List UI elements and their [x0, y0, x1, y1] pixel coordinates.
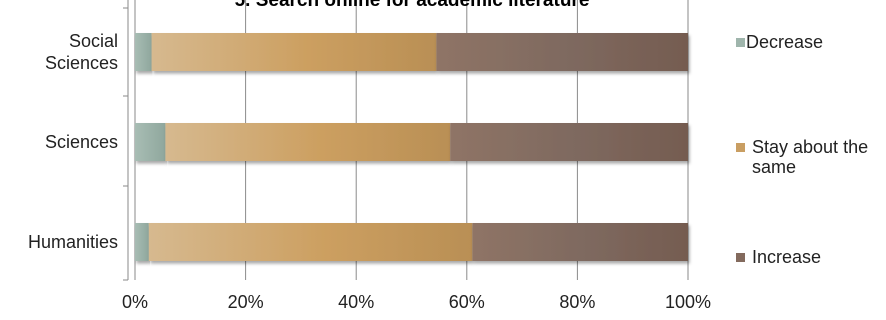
legend-label: Increase: [752, 247, 821, 267]
axes: [123, 0, 129, 281]
bar-increase-humanities: [472, 223, 688, 261]
chart-title: 5. Search online for academic literature: [235, 0, 590, 11]
x-tick-label: 60%: [449, 292, 485, 312]
x-tick-labels: 0% 20% 40% 60% 80% 100%: [122, 292, 711, 312]
bars: [135, 33, 688, 261]
bar-stay-about-the-same-sciences: [165, 123, 451, 161]
category-label: Humanities: [28, 232, 118, 252]
legend-swatch: [736, 143, 745, 152]
bar-stay-about-the-same-social-sciences: [151, 33, 437, 71]
category-label: Sciences: [45, 53, 118, 73]
x-tick-label: 0%: [122, 292, 148, 312]
legend-label: same: [752, 157, 796, 177]
bar-decrease-social-sciences: [135, 33, 152, 71]
legend-label: Stay about the: [752, 137, 868, 157]
x-tick-label: 40%: [338, 292, 374, 312]
bar-increase-social-sciences: [436, 33, 688, 71]
x-tick-label: 20%: [228, 292, 264, 312]
bar-decrease-humanities: [135, 223, 149, 261]
bar-increase-sciences: [450, 123, 688, 161]
legend-label: Decrease: [746, 32, 823, 52]
legend-swatch: [736, 38, 745, 47]
category-label: Social: [69, 31, 118, 51]
x-tick-label: 80%: [559, 292, 595, 312]
bar-decrease-sciences: [135, 123, 166, 161]
legend-swatch: [736, 253, 745, 262]
category-label: Sciences: [45, 132, 118, 152]
x-tick-label: 100%: [665, 292, 711, 312]
bar-stay-about-the-same-humanities: [148, 223, 473, 261]
